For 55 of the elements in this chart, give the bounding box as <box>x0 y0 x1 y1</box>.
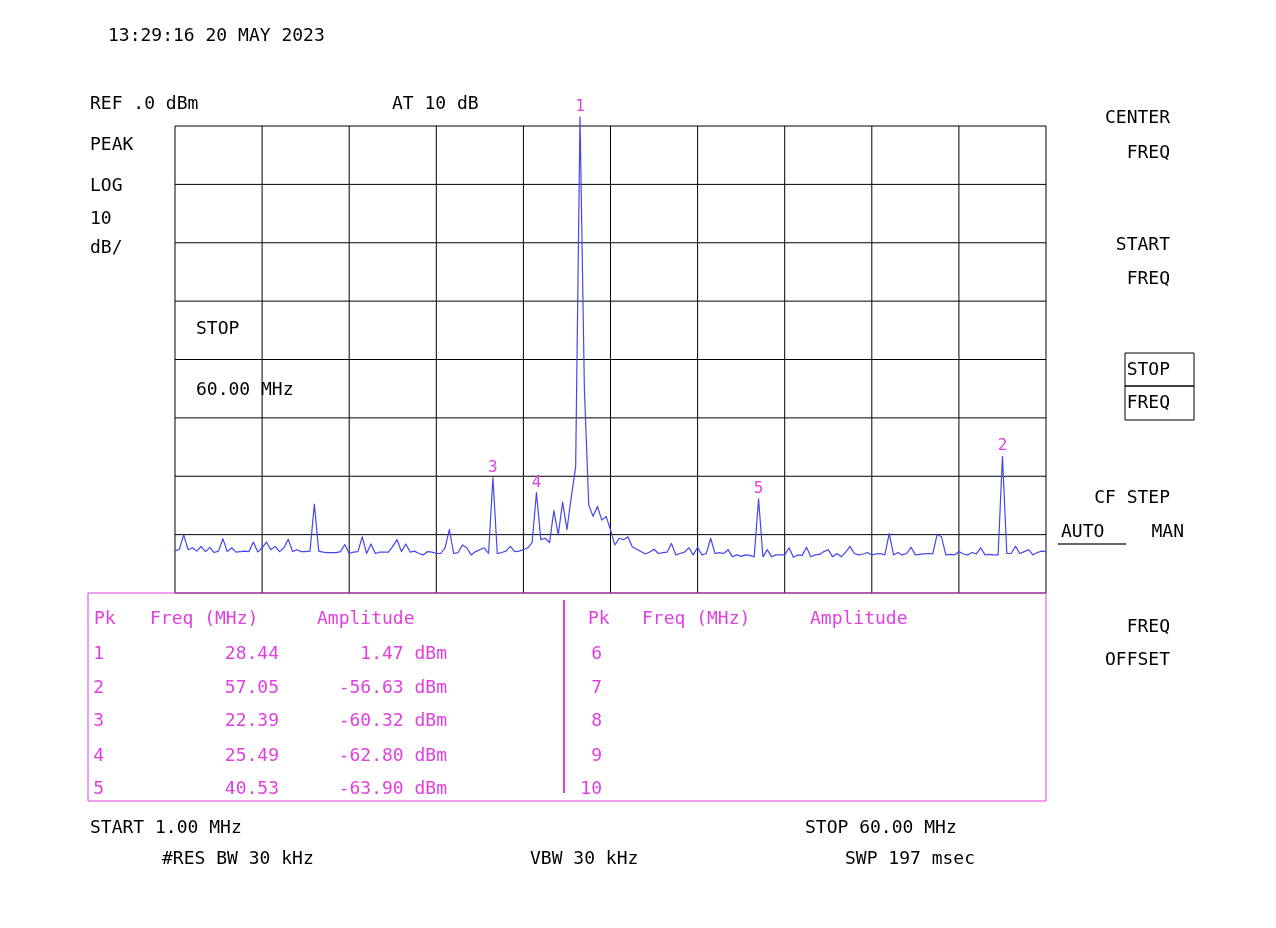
text: 25.49 <box>224 744 279 765</box>
text: Pk <box>588 607 610 628</box>
annotation: 2 <box>997 435 1008 455</box>
text: REF .0 dBm <box>90 92 199 113</box>
text: AT 10 dB <box>392 92 479 113</box>
text: FREQ <box>1126 615 1170 636</box>
text: START <box>1115 233 1171 254</box>
text: FREQ <box>1126 391 1170 412</box>
text: 5 <box>93 777 104 798</box>
text: 1 <box>93 642 104 663</box>
text: FREQ <box>1126 141 1170 162</box>
annotation: 3 <box>488 456 498 476</box>
text: OFFSET <box>1104 648 1171 669</box>
text: 6 <box>591 642 602 663</box>
text: FREQ <box>1126 267 1170 288</box>
text: 7 <box>591 676 602 697</box>
text: 10 <box>580 777 602 798</box>
annotation: 5 <box>753 477 764 497</box>
text: 1.47 dBm <box>360 642 447 663</box>
annotation: 4 <box>531 471 542 491</box>
text: VBW 30 kHz <box>530 847 639 868</box>
text: Freq (MHz) <box>642 607 751 628</box>
text: dB/ <box>90 236 123 257</box>
text: 22.39 <box>224 709 279 730</box>
text: START 1.00 MHz <box>90 816 242 837</box>
text: Pk <box>94 607 116 628</box>
text: 10 <box>90 207 112 228</box>
text: -63.90 dBm <box>338 777 447 798</box>
text: 9 <box>591 744 602 765</box>
text: -62.80 dBm <box>338 744 447 765</box>
annotation: 1 <box>575 96 585 115</box>
text: LOG <box>90 174 123 195</box>
text: CENTER <box>1104 106 1171 127</box>
text: 8 <box>591 709 602 730</box>
text: AUTO <box>1061 520 1105 541</box>
text: MAN <box>1151 520 1184 541</box>
text: Amplitude <box>810 607 908 628</box>
text: -60.32 dBm <box>338 709 447 730</box>
text: STOP <box>1126 358 1171 379</box>
text: CF STEP <box>1094 486 1171 507</box>
chart-title: 13:29:16 20 MAY 2023 <box>108 24 325 45</box>
text: 40.53 <box>224 777 279 798</box>
text: 28.44 <box>224 642 279 663</box>
text: 57.05 <box>224 676 279 697</box>
annotation: STOP <box>196 317 240 338</box>
text: 4 <box>93 744 104 765</box>
text: PEAK <box>90 133 134 154</box>
text: #RES BW 30 kHz <box>162 847 314 868</box>
text: -56.63 dBm <box>338 676 447 697</box>
text: Freq (MHz) <box>150 607 259 628</box>
text: Amplitude <box>317 607 415 628</box>
text: STOP 60.00 MHz <box>805 816 957 837</box>
text: SWP 197 msec <box>845 847 976 868</box>
text: 3 <box>93 709 104 730</box>
text: 2 <box>93 676 104 697</box>
